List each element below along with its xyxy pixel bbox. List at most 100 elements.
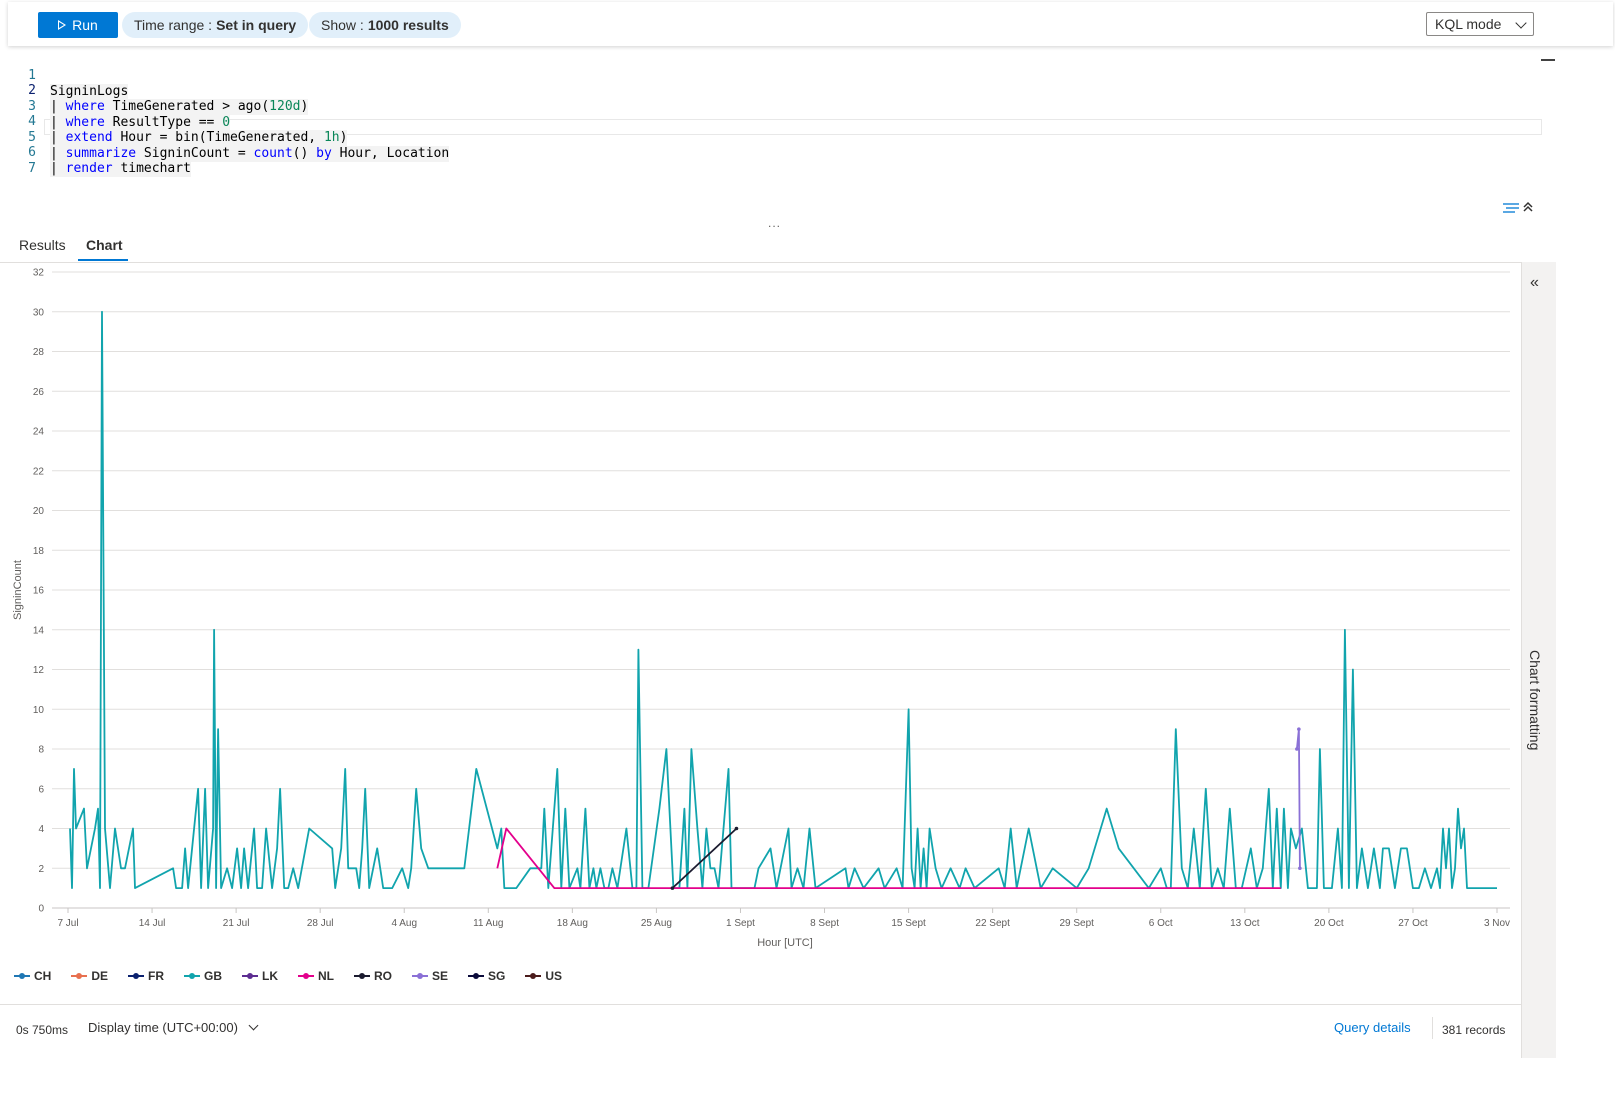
code-text: | where TimeGenerated > ago(120d): [50, 99, 309, 115]
x-tick-label: 4 Aug: [391, 918, 417, 929]
format-query-icon[interactable]: [1503, 203, 1519, 213]
y-tick-label: 8: [38, 745, 44, 756]
y-tick-label: 16: [33, 586, 45, 597]
chart-formatting-panel[interactable]: « Chart formatting: [1521, 262, 1556, 1058]
x-tick-label: 22 Sept: [975, 918, 1010, 929]
collapse-editor-icon[interactable]: [1523, 201, 1533, 212]
time-range-label: Time range :: [134, 17, 213, 33]
legend-item-ch[interactable]: CH: [14, 967, 51, 985]
data-point: [1295, 747, 1299, 751]
legend-swatch: [71, 973, 88, 979]
run-button[interactable]: Run: [38, 12, 118, 38]
footer-divider: [1432, 1017, 1433, 1039]
data-point: [1297, 727, 1301, 731]
tab-chart[interactable]: Chart: [86, 237, 123, 253]
active-tab-indicator: [78, 259, 128, 261]
results-tabs: Results Chart: [0, 226, 1555, 263]
current-line-highlight: [44, 119, 1542, 135]
display-time-dropdown[interactable]: Display time (UTC+00:00): [88, 1020, 259, 1035]
legend-item-us[interactable]: US: [525, 967, 562, 985]
query-mode-select[interactable]: KQL mode: [1426, 12, 1534, 36]
legend-item-fr[interactable]: FR: [128, 967, 164, 985]
legend-label: DE: [91, 969, 109, 983]
legend-item-gb[interactable]: GB: [184, 967, 222, 985]
y-tick-label: 32: [33, 268, 45, 279]
series-line-ro: [671, 827, 738, 889]
display-time-label: Display time (UTC+00:00): [88, 1020, 238, 1035]
legend-label: FR: [148, 969, 165, 983]
y-tick-label: 12: [33, 665, 45, 676]
show-label: Show :: [321, 17, 364, 33]
chevron-down-icon: [1515, 17, 1527, 29]
legend-item-lk[interactable]: LK: [242, 967, 278, 985]
code-text: | summarize SigninCount = count() by Hou…: [50, 146, 450, 162]
y-tick-label: 6: [38, 784, 44, 795]
x-tick-label: 18 Aug: [557, 918, 588, 929]
legend-item-se[interactable]: SE: [412, 967, 448, 985]
y-axis-title: SigninCount: [12, 560, 24, 620]
series-line-nl: [496, 827, 1281, 889]
legend-label: US: [545, 969, 563, 983]
legend-label: NL: [318, 969, 335, 983]
code-line: 4 | extend Hour = bin(TimeGenerated, 1h): [0, 98, 348, 146]
line-number: 7: [28, 161, 36, 176]
x-axis-ticks: 7 Jul 14 Jul 21 Jul 28 Jul 4 Aug 11 Aug 18 Aug…: [57, 908, 1510, 929]
x-tick-label: 21 Jul: [223, 918, 250, 929]
run-label: Run: [72, 17, 98, 33]
time-range-pill[interactable]: Time range : Set in query: [122, 12, 309, 38]
results-footer: 0s 750ms Display time (UTC+00:00) Query …: [0, 1004, 1521, 1057]
x-tick-label: 8 Sept: [810, 918, 839, 929]
x-tick-label: 13 Oct: [1230, 918, 1260, 929]
show-results-pill[interactable]: Show : 1000 results: [309, 12, 461, 38]
x-tick-label: 1 Sept: [726, 918, 755, 929]
query-details-link[interactable]: Query details: [1334, 1020, 1411, 1035]
y-tick-label: 14: [33, 625, 45, 636]
code-text: | where ResultType == 0: [50, 115, 231, 131]
legend-swatch: [354, 973, 371, 979]
editor-scroll-marker[interactable]: [1541, 59, 1555, 61]
legend-label: RO: [374, 969, 393, 983]
line-number: 4: [28, 114, 36, 129]
y-tick-label: 4: [38, 824, 44, 835]
double-chevron-left-icon[interactable]: «: [1530, 274, 1539, 291]
x-tick-label: 20 Oct: [1314, 918, 1344, 929]
legend-label: LK: [262, 969, 279, 983]
legend-item-de[interactable]: DE: [71, 967, 108, 985]
legend-item-nl[interactable]: NL: [298, 967, 334, 985]
x-tick-label: 27 Oct: [1398, 918, 1428, 929]
tab-results[interactable]: Results: [19, 237, 66, 253]
chart-formatting-title: Chart formatting: [1527, 650, 1543, 751]
code-text: | extend Hour = bin(TimeGenerated, 1h): [50, 130, 348, 146]
y-tick-label: 26: [33, 387, 45, 398]
legend-item-ro[interactable]: RO: [354, 967, 392, 985]
code-text: | render timechart: [50, 161, 191, 177]
x-tick-label: 11 Aug: [473, 918, 503, 929]
query-editor[interactable]: 1 SigninLogs 2 | where TimeGenerated > a…: [0, 50, 1560, 220]
x-tick-label: 7 Jul: [57, 918, 78, 929]
code-line: 1 SigninLogs: [0, 52, 129, 100]
y-tick-label: 10: [33, 705, 45, 716]
x-axis-title: Hour [UTC]: [757, 937, 813, 949]
records-count: 381 records: [1442, 1023, 1506, 1037]
code-line: 7: [0, 145, 36, 176]
legend-swatch: [412, 973, 429, 979]
x-tick-label: 3 Nov: [1484, 918, 1510, 929]
y-tick-label: 28: [33, 347, 45, 358]
x-tick-label: 15 Sept: [891, 918, 926, 929]
legend-swatch: [468, 973, 485, 979]
legend-item-sg[interactable]: SG: [468, 967, 505, 985]
legend-label: GB: [204, 969, 223, 983]
show-value: 1000 results: [367, 17, 449, 33]
code-line: 2 | where TimeGenerated > ago(120d): [0, 67, 309, 115]
data-point: [734, 826, 739, 831]
x-tick-label: 14 Jul: [139, 918, 166, 929]
y-tick-label: 0: [38, 904, 44, 915]
code-line: 6 | render timechart: [0, 129, 191, 177]
x-tick-label: 6 Oct: [1149, 918, 1173, 929]
y-tick-label: 24: [33, 427, 45, 438]
time-range-value: Set in query: [216, 17, 297, 33]
legend-swatch: [128, 973, 145, 979]
pane-resize-handle[interactable]: ...: [768, 216, 782, 230]
